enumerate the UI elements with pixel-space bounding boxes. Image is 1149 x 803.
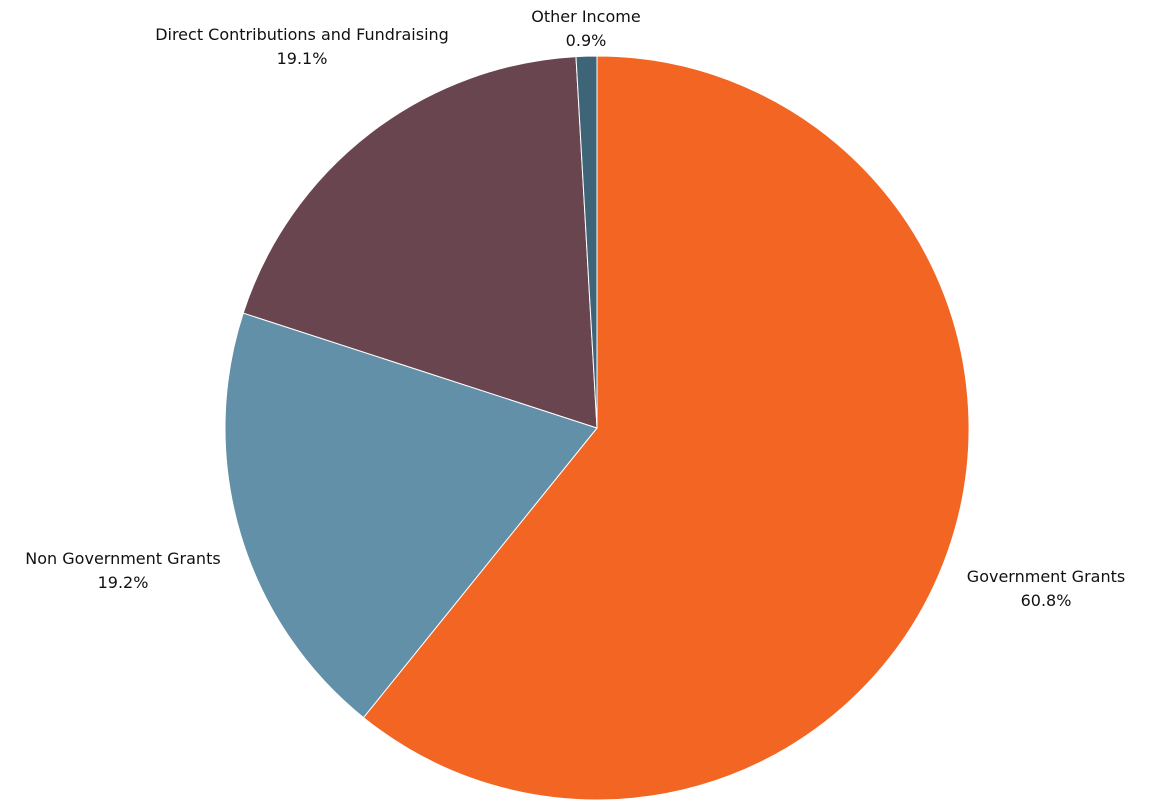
slice-label-name: Non Government Grants [25,549,220,568]
pie-slice-non-government-grants [224,312,598,719]
pie-slice-government-grants [362,55,970,801]
slice-label-percent: 0.9% [566,31,607,50]
pie-slice-other-income [575,55,598,429]
pie-slices [224,55,970,801]
pie-labels: Government Grants 60.8% Non Government Gra… [25,7,1125,610]
pie-slice-direct-contributions-and-fundraising [242,56,598,429]
slice-label-name: Government Grants [967,567,1125,586]
slice-label-percent: 60.8% [1021,591,1072,610]
slice-label-percent: 19.1% [277,49,328,68]
slice-label-name: Direct Contributions and Fundraising [155,25,449,44]
slice-label-percent: 19.2% [98,573,149,592]
slice-label-name: Other Income [531,7,640,26]
